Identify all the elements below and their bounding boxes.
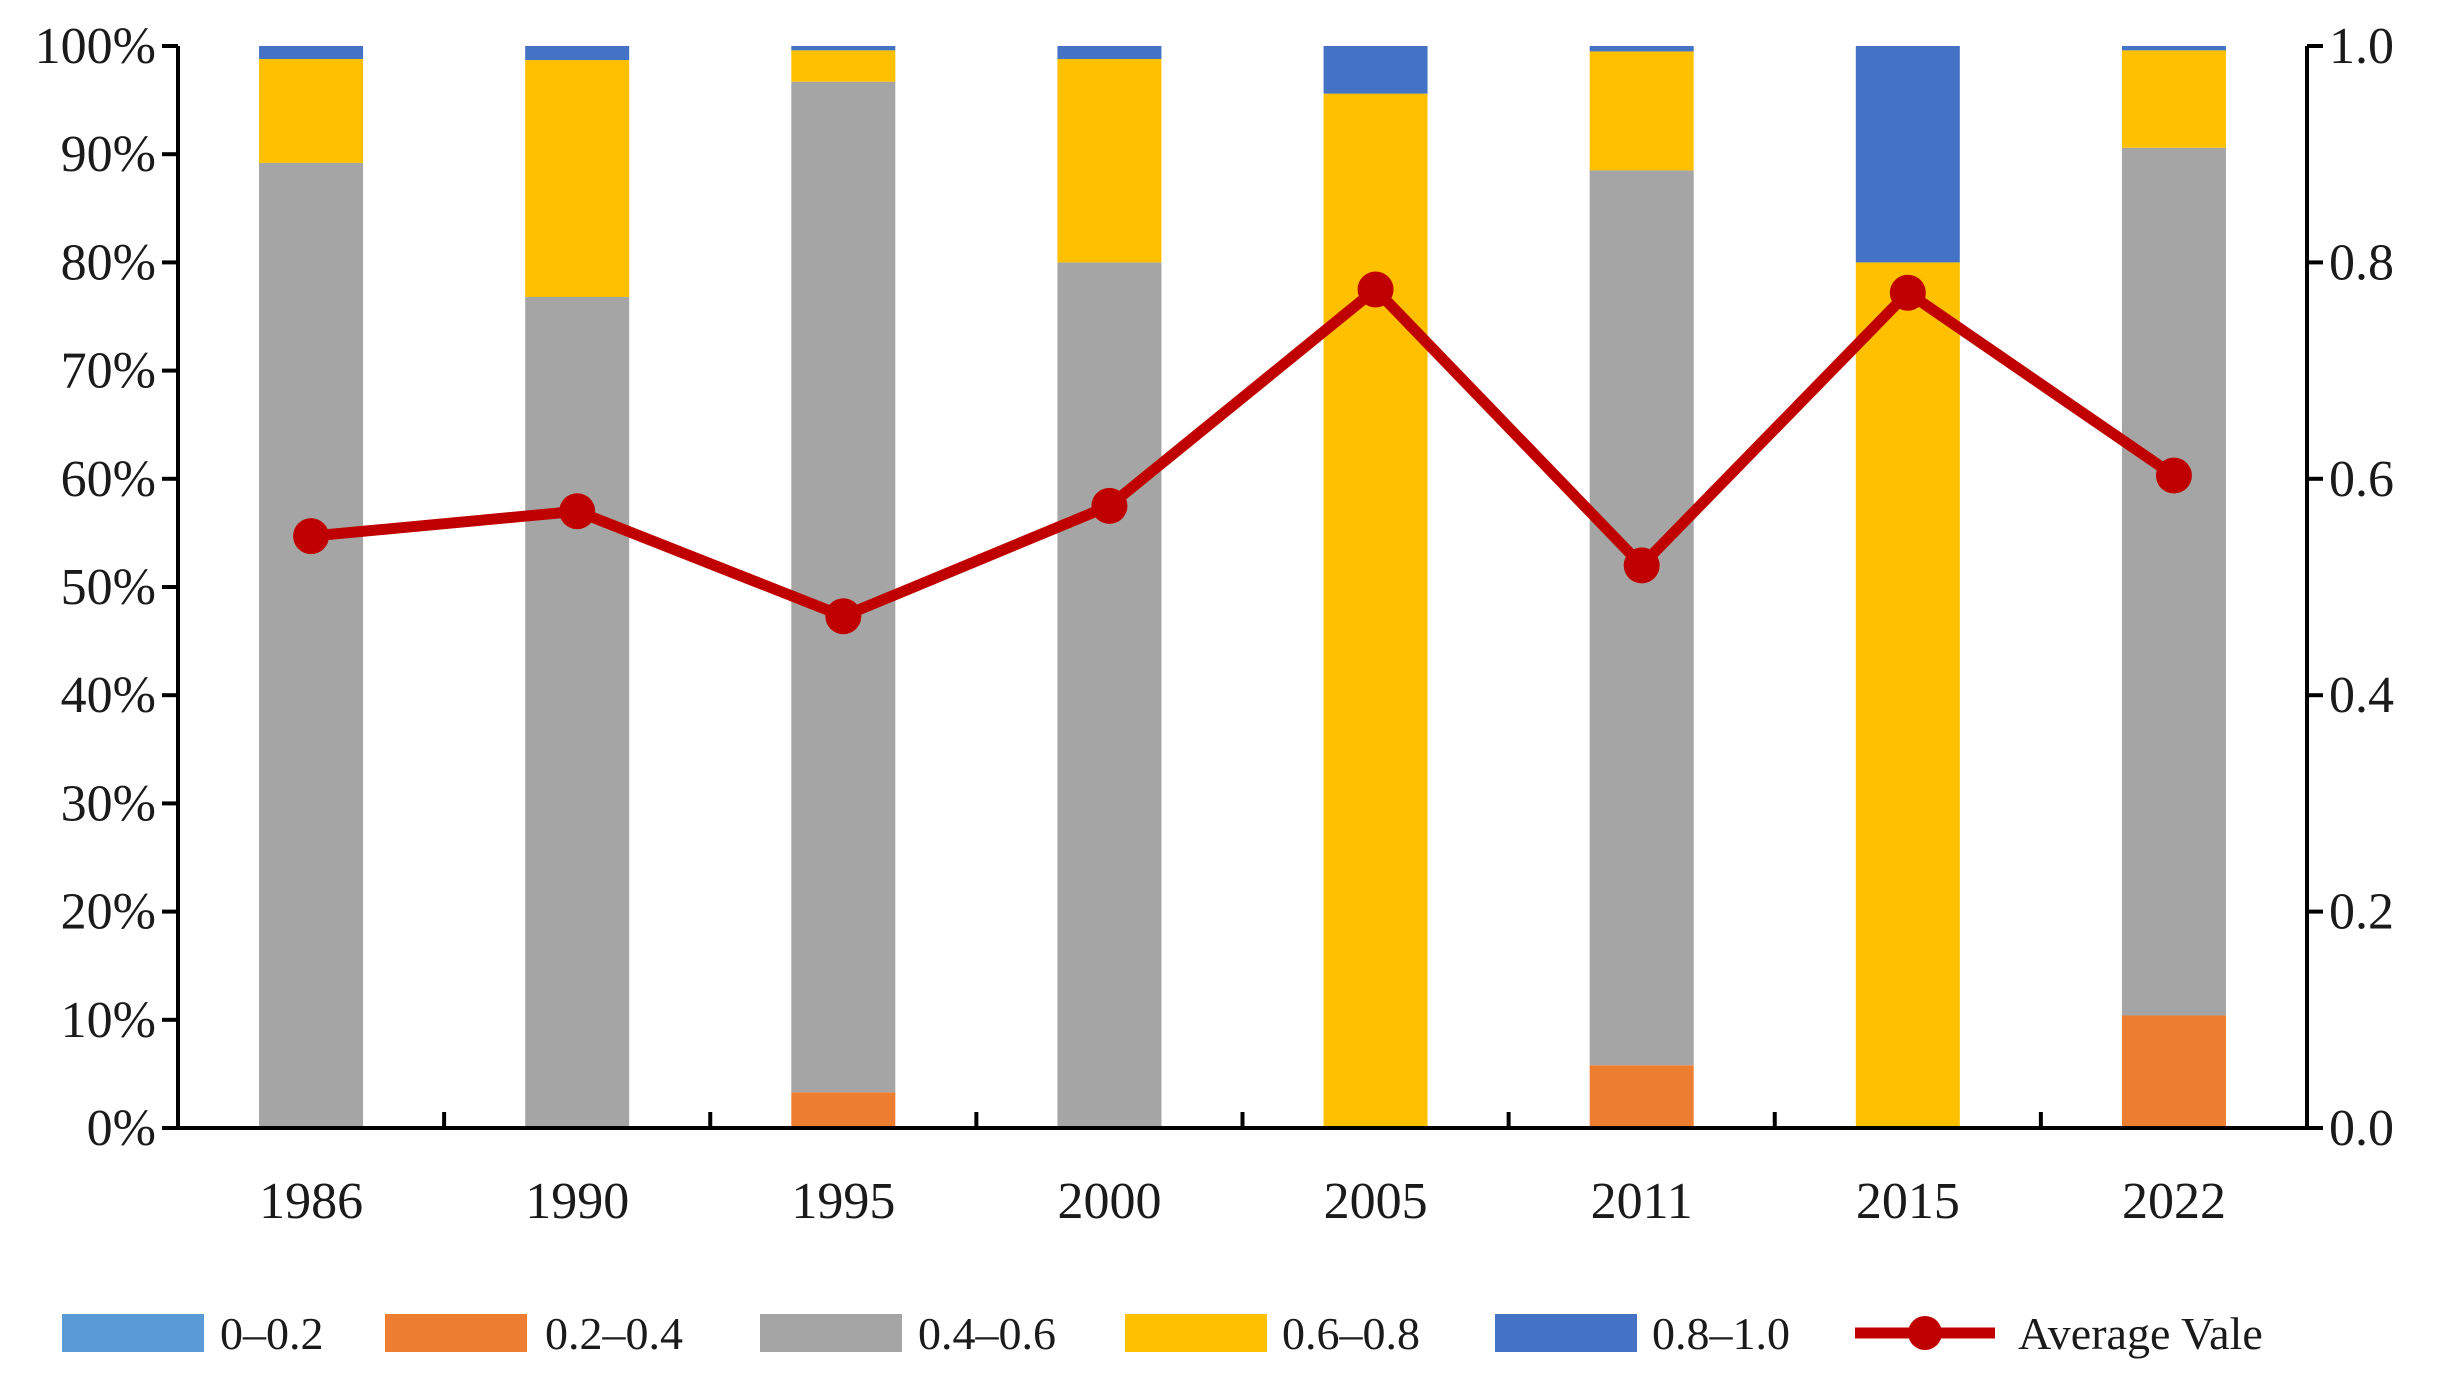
y-right-tick-label: 0.0: [2329, 1100, 2394, 1157]
x-tick-label: 2005: [1324, 1173, 1428, 1230]
x-tick-label: 1995: [791, 1173, 895, 1230]
y-left-tick-label: 20%: [61, 884, 156, 941]
axes-layer: 0% 10% 20% 30% 40% 50% 60% 70% 80% 90% 100% 0.0 0.2 0…: [35, 18, 2394, 1230]
bar-segment-1995-4: [791, 50, 896, 82]
legend-label: 0.4–0.6: [918, 1308, 1056, 1359]
bar-segment-2011-3: [1589, 170, 1694, 1066]
x-tick-label: 2011: [1591, 1173, 1693, 1230]
x-tick-label: 2015: [1856, 1173, 1960, 1230]
legend-label: 0–0.2: [220, 1308, 324, 1359]
bar-segment-2011-4: [1589, 51, 1694, 171]
y-left-tick-label: 50%: [61, 559, 156, 616]
average-marker-2022: [2155, 457, 2192, 494]
legend-line-marker: [1908, 1316, 1942, 1350]
bar-segment-1990-5: [525, 46, 630, 61]
average-marker-1995: [825, 598, 862, 635]
bar-segment-2000-5: [1057, 46, 1162, 59]
x-tick-label: 2022: [2122, 1173, 2226, 1230]
bar-segment-1986-3: [259, 162, 364, 1128]
bar-segment-2000-3: [1057, 262, 1162, 1128]
average-marker-1986: [293, 518, 330, 555]
average-marker-2005: [1357, 271, 1394, 308]
bar-segment-2015-5: [1855, 46, 1960, 263]
average-marker-2011: [1623, 547, 1660, 584]
average-marker-2015: [1889, 274, 1926, 311]
legend-swatch-2: [385, 1314, 527, 1352]
bar-segment-1990-4: [525, 60, 630, 298]
y-left-tick-label: 0%: [87, 1100, 156, 1157]
legend-swatch-1: [62, 1314, 204, 1352]
bar-segment-2011-2: [1589, 1065, 1694, 1128]
y-left-tick-label: 60%: [61, 451, 156, 508]
bar-segment-2000-4: [1057, 58, 1162, 263]
y-left-tick-label: 100%: [35, 18, 156, 75]
y-right-tick-label: 0.8: [2329, 234, 2394, 291]
average-line: [310, 283, 2178, 622]
y-left-tick-label: 90%: [61, 126, 156, 183]
bar-segment-1995-3: [791, 81, 896, 1093]
legend-swatch-5: [1495, 1314, 1637, 1352]
bar-segment-2022-3: [2121, 147, 2226, 1016]
bar-segment-1995-2: [791, 1092, 896, 1128]
y-right-tick-label: 0.2: [2329, 884, 2394, 941]
bar-segment-1995-5: [791, 46, 896, 51]
legend-label: 0.6–0.8: [1282, 1308, 1420, 1359]
bar-segment-1990-3: [525, 297, 630, 1128]
average-marker-1990: [559, 493, 596, 530]
average-marker-2000: [1091, 487, 1128, 524]
bar-segment-2015-4: [1855, 262, 1960, 1128]
legend: 0–0.2 0.2–0.4 0.4–0.6 0.6–0.8 0.8–1.0 Average…: [62, 1308, 2263, 1359]
bars-layer: [259, 46, 2226, 1128]
y-right-tick-label: 0.6: [2329, 451, 2394, 508]
bar-segment-2022-2: [2121, 1015, 2226, 1128]
legend-label: 0.2–0.4: [545, 1308, 683, 1359]
legend-label: Average Vale: [2018, 1308, 2263, 1359]
legend-label: 0.8–1.0: [1652, 1308, 1790, 1359]
y-left-tick-label: 80%: [61, 234, 156, 291]
legend-swatch-4: [1125, 1314, 1267, 1352]
bar-segment-1986-5: [259, 46, 364, 59]
bar-segment-2011-5: [1589, 46, 1694, 52]
y-right-tick-label: 0.4: [2329, 667, 2394, 724]
x-tick-label: 2000: [1057, 1173, 1161, 1230]
x-tick-label: 1990: [525, 1173, 629, 1230]
bar-segment-2005-4: [1323, 93, 1428, 1128]
bar-segment-1986-4: [259, 58, 364, 163]
y-left-tick-label: 30%: [61, 775, 156, 832]
y-left-tick-label: 70%: [61, 343, 156, 400]
x-tick-label: 1986: [259, 1173, 363, 1230]
y-right-tick-label: 1.0: [2329, 18, 2394, 75]
bar-segment-2022-5: [2121, 46, 2226, 51]
bar-segment-2022-4: [2121, 50, 2226, 148]
average-line-layer: [293, 271, 2192, 635]
legend-swatch-3: [760, 1314, 902, 1352]
y-left-tick-label: 40%: [61, 667, 156, 724]
bar-segment-2005-5: [1323, 46, 1428, 94]
y-left-tick-label: 10%: [61, 992, 156, 1049]
